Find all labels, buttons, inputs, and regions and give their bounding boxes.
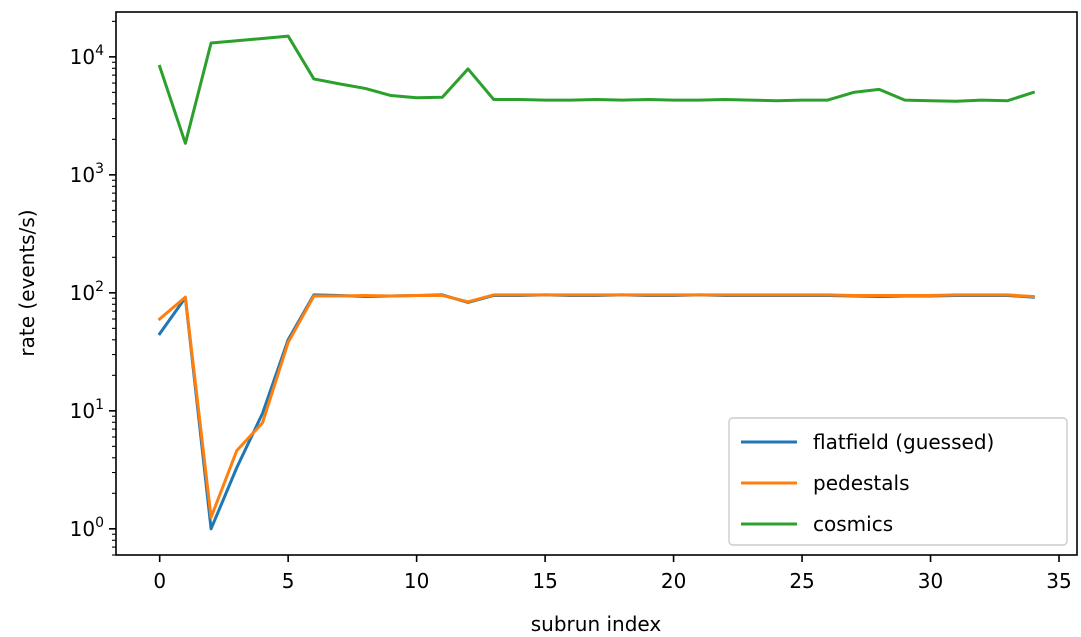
y-tick-label: 100 (70, 515, 104, 541)
x-tick-label: 35 (1046, 569, 1071, 593)
series-line-2 (160, 36, 1034, 143)
x-tick-label: 10 (404, 569, 429, 593)
y-tick-label: 103 (70, 161, 104, 187)
x-tick-label: 0 (153, 569, 166, 593)
x-axis-label: subrun index (531, 612, 662, 636)
legend: flatfield (guessed) pedestals cosmics (729, 418, 1067, 545)
legend-label-0: flatfield (guessed) (813, 430, 994, 454)
legend-label-2: cosmics (813, 512, 893, 536)
y-axis-label: rate (events/s) (15, 209, 39, 356)
x-axis: 0 5 10 15 20 25 30 35 (153, 555, 1071, 593)
x-tick-label: 30 (918, 569, 943, 593)
y-tick-label: 104 (70, 43, 104, 69)
x-tick-label: 5 (282, 569, 295, 593)
x-tick-label: 20 (661, 569, 686, 593)
legend-label-1: pedestals (813, 471, 910, 495)
y-tick-label: 101 (70, 397, 104, 423)
y-tick-label: 102 (70, 279, 104, 305)
x-tick-label: 25 (789, 569, 814, 593)
y-axis: 100 101 102 103 104 (70, 21, 116, 555)
x-tick-label: 15 (532, 569, 557, 593)
